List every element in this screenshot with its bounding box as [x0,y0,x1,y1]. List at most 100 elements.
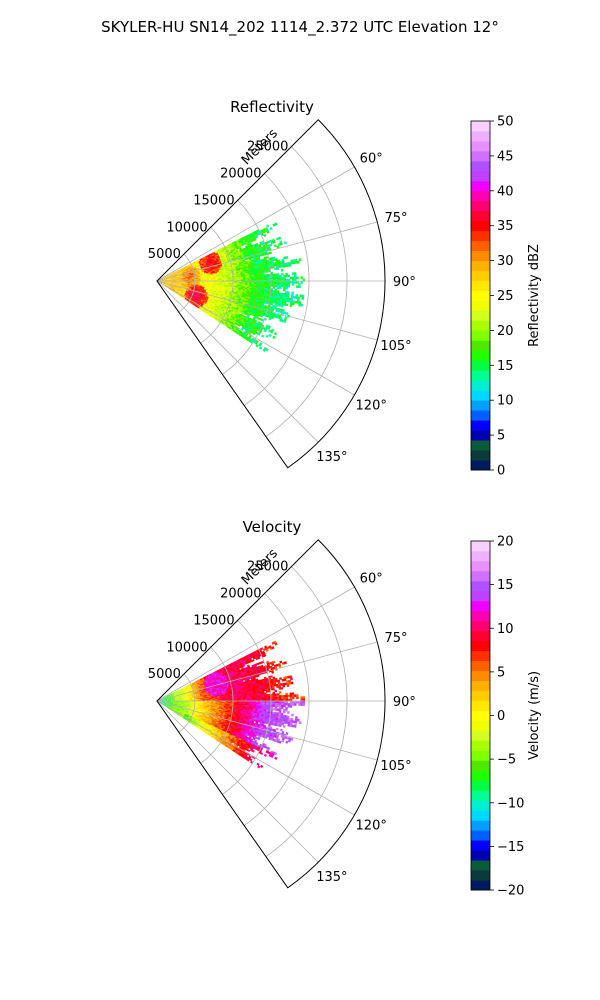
range-gate [174,284,178,285]
range-gate [291,272,295,275]
range-gate [162,279,165,281]
range-gate [249,278,252,280]
range-gate [181,279,184,280]
range-gate [170,279,173,280]
range-gate [221,256,225,259]
range-gate [195,264,198,267]
colorbar-swatch [471,430,490,441]
range-gate [175,271,178,273]
range-gate [236,273,239,275]
range-gate [297,296,300,300]
range-gate [236,312,240,316]
range-gate [184,289,187,291]
range-gate [175,272,179,274]
range-gate [181,279,184,281]
range-gate [238,275,242,278]
range-gate [186,266,190,268]
range-gate [161,278,164,279]
range-gate [188,295,192,297]
colorbar-swatch [471,140,490,152]
range-gate [245,263,249,266]
range-gate [178,275,182,277]
range-gate [260,314,264,318]
range-gate [204,258,207,261]
range-gate [179,281,182,282]
range-gate [267,268,271,271]
range-gate [264,261,268,265]
range-gate [194,296,198,299]
range-gate [259,289,263,292]
range-gate [209,293,212,296]
range-gate [266,259,270,263]
range-gate [172,284,175,286]
range-gate [181,290,184,292]
range-gate [181,269,184,272]
range-gate [259,272,263,275]
range-gate [164,282,167,283]
range-gate [175,287,179,289]
range-gate [167,285,170,287]
range-gate [213,307,216,310]
range-gate [209,260,213,263]
range-gate [248,266,251,269]
range-gate [252,267,256,270]
range-gate [251,270,254,273]
range-gate [185,285,188,286]
range-gate [292,300,296,304]
range-gate [278,294,281,297]
range-gate [200,284,203,286]
range-gate [270,302,274,306]
range-gate [288,297,292,301]
range-gate [168,283,171,285]
range-gate [283,287,286,290]
range-gate [272,273,276,276]
range-gate [275,297,279,301]
range-gate [215,286,218,288]
range-gate [251,271,254,274]
range-gate [181,276,184,278]
range-gate [199,271,203,273]
range-gate [196,298,200,300]
range-gate [192,297,195,300]
range-gate [206,279,210,281]
range-gate [242,285,246,287]
range-gate [204,288,207,290]
range-gate [203,292,206,294]
range-gate [180,288,183,290]
range-gate [253,290,256,293]
range-gate [251,276,254,279]
range-gate [234,273,237,276]
range-gate [210,286,214,289]
range-gate [259,287,263,290]
range-gate [195,287,199,289]
range-gate [204,278,208,280]
range-gate [183,285,186,287]
range-gate [211,260,215,263]
range-gate [281,298,285,302]
range-gate [195,273,198,275]
range-gate [253,282,257,285]
range-gate [204,264,207,266]
range-gate [301,297,305,300]
colorbar-tick-label: 10 [497,394,514,409]
range-gate [206,276,210,278]
range-gate [268,270,271,273]
range-gate [201,257,204,260]
range-gate [201,302,205,305]
range-gate [189,281,193,283]
range-gate [219,283,222,285]
range-gate [167,285,171,287]
range-gate [169,274,172,276]
range-gate [208,257,212,260]
range-gate [219,285,222,288]
range-gate [186,287,190,289]
range-gate [186,290,189,292]
range-gate [262,281,265,283]
range-gate [159,279,163,280]
range-gate [275,315,279,319]
range-gate [251,282,254,285]
range-gate [206,294,210,297]
range-gate [202,267,206,269]
range-gate [234,316,238,319]
